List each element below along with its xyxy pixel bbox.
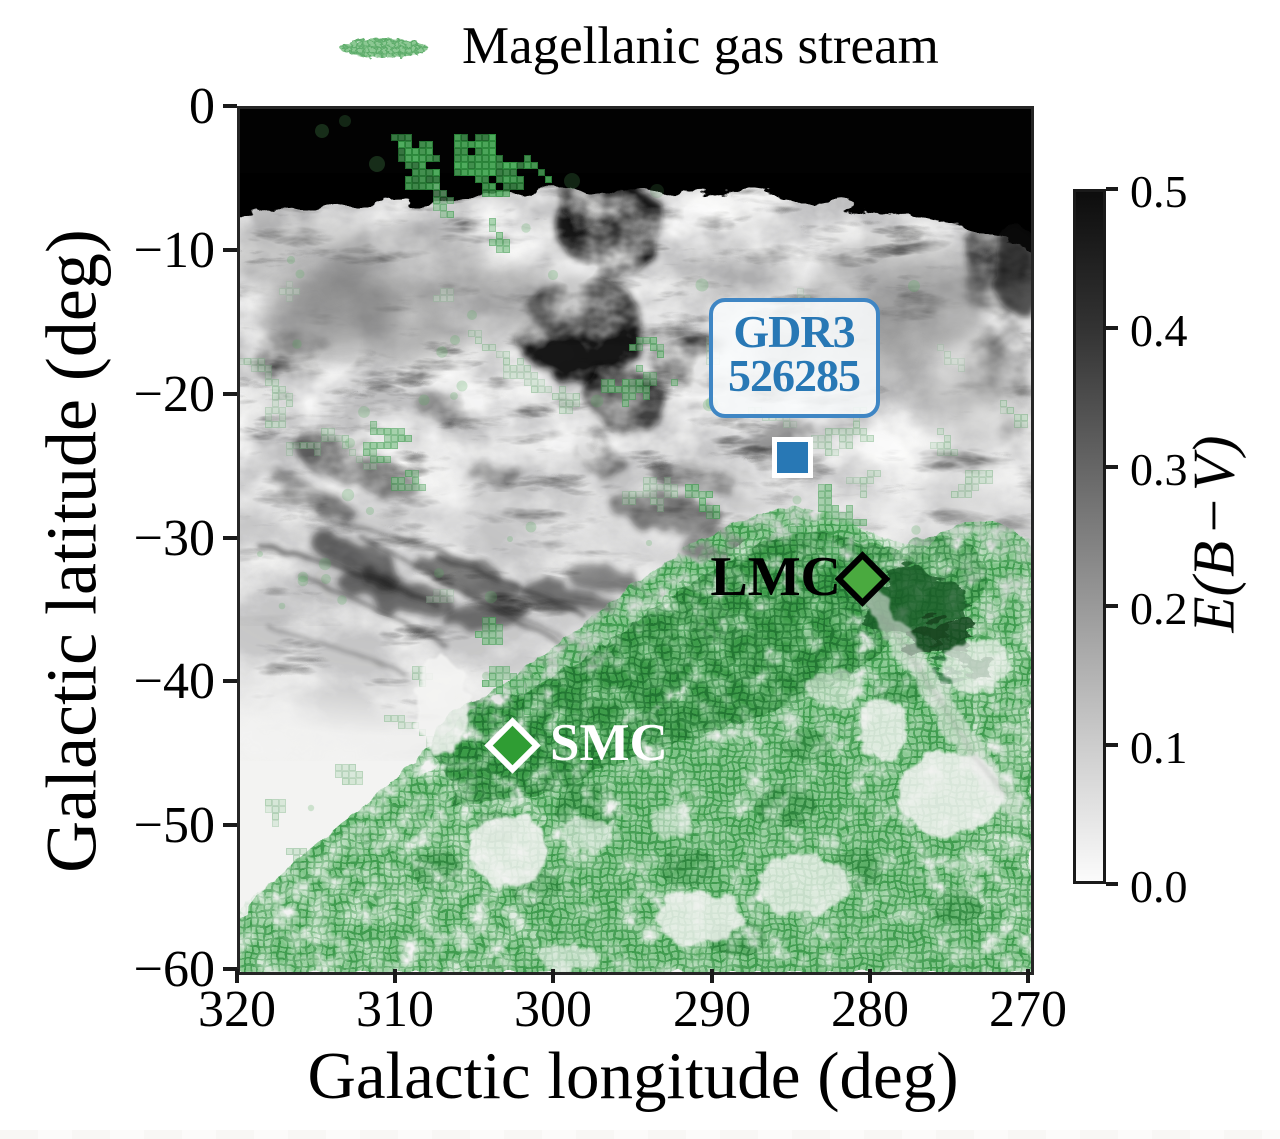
svg-text:526285: 526285 bbox=[728, 350, 860, 401]
svg-text:GDR3: GDR3 bbox=[733, 306, 854, 357]
svg-text:LMC: LMC bbox=[710, 546, 841, 608]
svg-text:SMC: SMC bbox=[550, 714, 668, 772]
